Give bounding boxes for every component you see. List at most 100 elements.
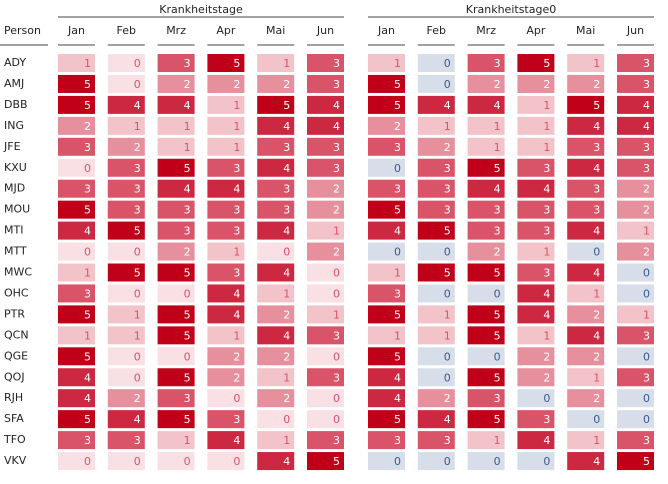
cell-value: 0 [494, 287, 501, 300]
heat-cell [58, 305, 95, 324]
group-title: Krankheitstage [159, 3, 243, 16]
heat-cell [617, 326, 654, 345]
heat-cell [307, 347, 344, 366]
heat-cell [107, 95, 145, 114]
cell-value: 0 [444, 455, 451, 468]
heat-cell [567, 179, 605, 198]
cell-value: 0 [283, 413, 290, 426]
cell-value: 5 [494, 267, 501, 280]
heat-cell [157, 221, 195, 240]
cell-value: 4 [394, 371, 401, 384]
person-label: QCN [4, 328, 29, 341]
heat-cell [517, 368, 555, 387]
heat-cell [307, 452, 344, 471]
cell-value: 3 [593, 141, 600, 154]
cell-value: 3 [444, 162, 451, 175]
cell-value: 0 [543, 455, 550, 468]
heat-cell [107, 431, 145, 450]
heat-cell [307, 284, 344, 303]
heat-cell [307, 305, 344, 324]
cell-value: 3 [184, 225, 191, 238]
cell-value: 4 [233, 287, 240, 300]
cell-value: 1 [283, 434, 290, 447]
heat-cell [207, 452, 245, 471]
heat-cell [107, 389, 145, 408]
heat-cell [58, 137, 95, 156]
heat-cell [617, 179, 654, 198]
heat-cell [207, 200, 245, 219]
heat-cell [617, 116, 654, 135]
cell-value: 0 [643, 413, 650, 426]
cell-value: 3 [333, 371, 340, 384]
cell-value: 1 [233, 120, 240, 133]
heat-cell [617, 368, 654, 387]
cell-value: 4 [494, 99, 501, 112]
cell-value: 4 [283, 120, 290, 133]
cell-value: 1 [283, 287, 290, 300]
cell-value: 0 [643, 392, 650, 405]
cell-value: 4 [283, 162, 290, 175]
cell-value: 0 [134, 350, 141, 363]
heat-cell [157, 347, 195, 366]
cell-value: 2 [643, 183, 650, 196]
person-label: MTI [4, 224, 23, 237]
cell-value: 5 [134, 225, 141, 238]
heat-cell [368, 54, 405, 72]
heat-cell [107, 347, 145, 366]
heat-cell [567, 116, 605, 135]
cell-value: 5 [84, 350, 91, 363]
heat-cell [368, 74, 405, 93]
person-label: DBB [4, 98, 28, 111]
heat-cell [257, 452, 295, 471]
heat-cell [368, 431, 405, 450]
heat-cell [467, 242, 505, 261]
heat-cell [157, 116, 195, 135]
heat-cell [157, 305, 195, 324]
cell-value: 5 [184, 413, 191, 426]
cell-value: 4 [593, 267, 600, 280]
cell-value: 5 [394, 204, 401, 217]
person-label: JFE [3, 140, 21, 153]
cell-value: 4 [593, 329, 600, 342]
heat-cell [207, 95, 245, 114]
heat-cell [368, 179, 405, 198]
heat-cell [368, 263, 405, 282]
cell-value: 3 [233, 204, 240, 217]
heat-cell [617, 431, 654, 450]
heat-cell [107, 326, 145, 345]
heat-cell [567, 284, 605, 303]
cell-value: 3 [283, 141, 290, 154]
cell-value: 0 [394, 455, 401, 468]
cell-value: 5 [394, 350, 401, 363]
heat-cell [417, 179, 455, 198]
cell-value: 4 [233, 183, 240, 196]
cell-value: 5 [494, 371, 501, 384]
cell-value: 0 [333, 267, 340, 280]
cell-value: 5 [84, 78, 91, 91]
heat-cell [617, 158, 654, 177]
person-label: MWC [4, 266, 32, 279]
cell-value: 1 [494, 141, 501, 154]
heat-cell [417, 74, 455, 93]
person-label: QOJ [4, 370, 25, 383]
heat-cell [517, 305, 555, 324]
cell-value: 1 [444, 120, 451, 133]
cell-value: 1 [643, 308, 650, 321]
heat-cell [467, 74, 505, 93]
heat-cell [257, 137, 295, 156]
cell-value: 0 [444, 287, 451, 300]
cell-value: 2 [494, 78, 501, 91]
cell-value: 1 [643, 225, 650, 238]
heat-cell [157, 326, 195, 345]
cell-value: 1 [233, 141, 240, 154]
cell-value: 3 [543, 267, 550, 280]
cell-value: 2 [333, 204, 340, 217]
heat-cell [307, 200, 344, 219]
cell-value: 0 [134, 78, 141, 91]
cell-value: 4 [593, 455, 600, 468]
cell-value: 1 [593, 434, 600, 447]
heat-cell [207, 368, 245, 387]
heat-cell [257, 368, 295, 387]
heat-cell [517, 74, 555, 93]
cell-value: 4 [283, 225, 290, 238]
